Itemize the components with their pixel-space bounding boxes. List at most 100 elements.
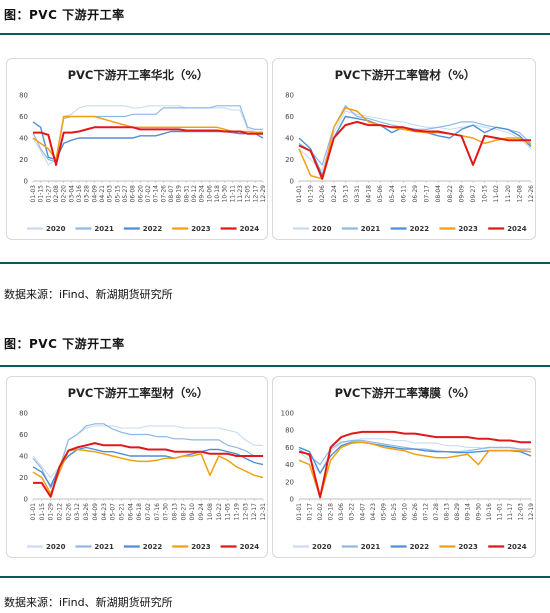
x-tick-label: 03-04 [68, 185, 75, 203]
x-tick-label: 11-05 [225, 503, 232, 521]
chart-panel-bomo: PVC下游开工率薄膜（%） 0 20 40 60 80 100 01-01 01-17 02-02… [272, 376, 536, 558]
x-tick-label: 02-26 [65, 503, 72, 521]
y-tick-label: 80 [285, 92, 294, 100]
y-tick-label: 100 [281, 410, 294, 418]
x-tick-label: 03-16 [76, 185, 83, 203]
x-tick-label: 04-09 [92, 503, 99, 521]
x-tick-label: 09-14 [465, 503, 472, 521]
x-tick-label: 04-18 [366, 185, 373, 203]
x-tick-label: 07-26 [160, 185, 167, 203]
y-tick-label: 40 [285, 461, 294, 469]
x-tick-label: 09-09 [458, 185, 465, 203]
x-tick-label: 04-23 [101, 503, 108, 521]
legend-label-2020: 2020 [46, 225, 66, 233]
chart-panel-huabei: PVC下游开工率华北（%） 0 20 40 60 80 01-03 01-15 01-27 02-… [6, 58, 268, 240]
x-tick-label: 08-04 [435, 185, 442, 203]
legend-label-2020: 2020 [46, 543, 66, 551]
x-tick-label: 08-31 [183, 185, 190, 203]
x-tick-label: 06-18 [136, 503, 143, 521]
x-tick-label: 10-30 [222, 185, 229, 203]
x-tick-label: 06-10 [401, 503, 408, 521]
y-tick-label: 20 [285, 156, 294, 164]
x-tick-label: 01-19 [308, 185, 315, 203]
legend-label-2021: 2021 [94, 543, 114, 551]
mid-rule-2 [0, 576, 550, 578]
x-tick-label: 09-12 [191, 185, 198, 203]
chart-title: PVC下游开工率型材（%） [68, 386, 209, 400]
series-line-2021 [298, 105, 532, 166]
x-tick-label: 05-07 [110, 503, 117, 521]
legend-label-2023: 2023 [458, 225, 478, 233]
y-tick-label: 40 [285, 135, 294, 143]
legend-label-2024: 2024 [507, 225, 527, 233]
x-tick-label: 09-24 [199, 185, 206, 203]
legend-label-2023: 2023 [191, 225, 211, 233]
x-tick-label: 01-27 [45, 185, 52, 203]
y-tick-label: 20 [285, 478, 294, 486]
x-tick-label: 11-20 [505, 185, 512, 203]
series-line-2023 [298, 441, 532, 499]
x-tick-label: 03-28 [84, 185, 91, 203]
top-rule-2 [0, 365, 550, 367]
x-tick-label: 07-14 [153, 185, 160, 203]
y-tick-label: 60 [19, 431, 28, 439]
x-tick-label: 05-21 [118, 503, 125, 521]
x-tick-label: 08-13 [172, 503, 179, 521]
x-tick-label: 08-29 [454, 503, 461, 521]
series-line-2024 [298, 120, 531, 180]
x-tick-label: 09-27 [470, 185, 477, 203]
y-tick-label: 60 [285, 444, 294, 452]
x-tick-label: 07-02 [145, 185, 152, 203]
chart-guancai: PVC下游开工率管材（%） 0 20 40 60 80 01-01 01-19 02-06 02-… [285, 68, 535, 233]
legend-label-2022: 2022 [410, 225, 430, 233]
x-tick-label: 02-18 [328, 503, 335, 521]
x-tick-label: 10-18 [214, 185, 221, 203]
x-tick-label: 02-20 [61, 185, 68, 203]
series-line-2022 [32, 446, 264, 487]
x-tick-label: 05-06 [377, 185, 384, 203]
y-tick-label: 0 [290, 178, 294, 186]
legend-label-2024: 2024 [507, 543, 527, 551]
x-tick-label: 11-02 [493, 185, 500, 203]
top-rule-1 [0, 33, 550, 35]
x-tick-label: 08-13 [444, 503, 451, 521]
x-tick-label: 04-09 [91, 185, 98, 203]
x-tick-label: 06-11 [400, 185, 407, 203]
x-tick-label: 02-02 [317, 503, 324, 521]
series-line-2024 [33, 126, 263, 166]
chart-panel-guancai: PVC下游开工率管材（%） 0 20 40 60 80 01-01 01-19 02-06 02-… [272, 58, 536, 240]
chart-title: PVC下游开工率华北（%） [68, 68, 209, 82]
x-tick-label: 12-08 [516, 185, 523, 203]
x-tick-label: 05-27 [122, 185, 129, 203]
x-tick-label: 01-01 [296, 503, 303, 521]
legend-label-2024: 2024 [240, 225, 260, 233]
chart-bomo: PVC下游开工率薄膜（%） 0 20 40 60 80 100 01-01 01-17 02-02… [281, 386, 535, 551]
source-note-2: 数据来源：iFind、新湖期货研究所 [4, 596, 173, 609]
x-tick-label: 06-04 [127, 503, 134, 521]
x-tick-label: 01-03 [30, 185, 37, 203]
x-tick-label: 08-07 [168, 185, 175, 203]
x-tick-label: 06-29 [412, 185, 419, 203]
y-tick-label: 80 [285, 427, 294, 435]
x-tick-label: 03-26 [83, 503, 90, 521]
x-tick-label: 03-22 [349, 503, 356, 521]
y-tick-label: 60 [19, 113, 28, 121]
legend-label-2022: 2022 [410, 543, 430, 551]
x-tick-label: 10-06 [206, 185, 213, 203]
x-tick-label: 08-27 [180, 503, 187, 521]
x-tick-label: 05-03 [107, 185, 114, 203]
x-tick-label: 04-07 [359, 503, 366, 521]
x-tick-label: 07-16 [154, 503, 161, 521]
mid-rule-1 [0, 262, 550, 264]
x-tick-label: 03-12 [74, 503, 81, 521]
legend-label-2023: 2023 [458, 543, 478, 551]
legend-label-2022: 2022 [143, 543, 163, 551]
source-note-1: 数据来源：iFind、新湖期货研究所 [4, 288, 173, 301]
legend-label-2020: 2020 [312, 543, 332, 551]
x-tick-label: 09-24 [198, 503, 205, 521]
series-line-2023 [32, 115, 263, 161]
y-tick-label: 0 [290, 496, 294, 504]
x-tick-label: 07-17 [424, 185, 431, 203]
